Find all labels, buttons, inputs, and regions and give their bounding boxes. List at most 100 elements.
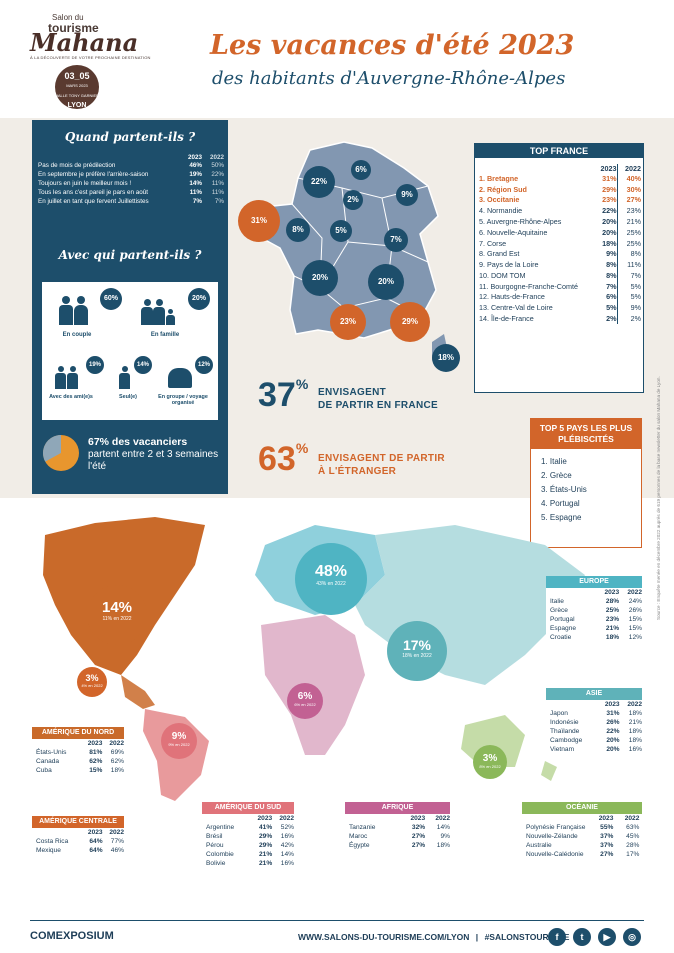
region-row: Japon 31% 18%	[550, 710, 642, 717]
group-label: En groupe / voyage organisé	[158, 394, 208, 406]
centre-val-de-loire-bubble: 5%	[330, 220, 352, 242]
grand-est-bubble: 9%	[396, 184, 418, 206]
ile-de-france-bubble: 2%	[343, 190, 363, 210]
africa-bubble: 6% 6% en 2022	[287, 683, 323, 719]
region-row: États-Unis 81% 69%	[36, 749, 124, 756]
top5-item: 2. Grèce	[541, 471, 572, 480]
top-france-row: 1. Bretagne 31% 40%	[479, 173, 641, 184]
region-row: Bolivie 21% 16%	[206, 860, 294, 867]
region-row: Pérou 29% 42%	[206, 842, 294, 849]
bretagne-bubble: 31%	[238, 200, 280, 242]
region-row: Indonésie 26% 21%	[550, 719, 642, 726]
top5-item: 4. Portugal	[541, 499, 580, 508]
footer-divider	[30, 920, 644, 921]
region-row: Croatie 18% 12%	[550, 634, 642, 641]
top-france-row: 9. Pays de la Loire 8% 11%	[479, 259, 641, 271]
twitter-icon[interactable]: t	[573, 928, 591, 946]
alone-icon	[122, 366, 128, 372]
region-row: Espagne 21% 15%	[550, 625, 642, 632]
family-pct: 20%	[188, 288, 210, 310]
region-row: Argentine 41% 52%	[206, 824, 294, 831]
region-row: Tanzanie 32% 14%	[349, 824, 450, 831]
abroad-stat-label: ENVISAGENT DE PARTIR À L'ÉTRANGER	[318, 453, 445, 477]
top5-list: 1. Italie 2. Grèce 3. États-Unis 4. Portuga…	[531, 449, 641, 525]
occitanie-bubble: 23%	[330, 304, 366, 340]
region-row: Australie 37% 28%	[526, 842, 640, 849]
top-france-row: 2. Région Sud 29% 30%	[479, 183, 641, 195]
region-row: Vietnam 20% 16%	[550, 746, 642, 753]
when-title: Quand partent-ils ?	[64, 130, 196, 144]
duration-text: 67% des vacanciers partent entre 2 et 3 …	[88, 436, 219, 472]
region-row: Costa Rica 64% 77%	[36, 838, 124, 845]
group-icon	[168, 368, 192, 388]
alone-pct: 14%	[134, 356, 152, 374]
central-america-shape	[121, 675, 155, 709]
abroad-stat: 63%	[258, 440, 309, 478]
world-map: 14% 11% en 2022 3% 4% en 2022 9% 9% en 2…	[25, 505, 650, 805]
top-france-row: 11. Bourgogne-Franche-Comté 7% 5%	[479, 280, 641, 292]
pays-de-la-loire-bubble: 8%	[286, 218, 310, 242]
central-america-bubble: 3% 4% en 2022	[77, 667, 107, 697]
south-america-bubble: 9% 9% en 2022	[161, 723, 197, 759]
family-icon	[144, 299, 151, 306]
france-stat-label: ENVISAGENT DE PARTIR EN FRANCE	[318, 387, 438, 411]
top5-countries: TOP 5 PAYS LES PLUS PLÉBISCITÉS 1. Itali…	[530, 418, 642, 548]
comexposium-logo: COMEXPOSIUM	[30, 930, 114, 942]
region-row: Italie 28% 24%	[550, 598, 642, 605]
region-row: Cuba 15% 18%	[36, 767, 124, 774]
family-label: En famille	[150, 332, 180, 338]
instagram-icon[interactable]: ◎	[623, 928, 641, 946]
region-row: Nouvelle-Zélande 37% 45%	[526, 833, 640, 840]
top-france-table: TOP FRANCE 2023 2022 1. Bretagne 31% 40% 2. …	[474, 143, 644, 393]
region-row: Colombie 21% 14%	[206, 851, 294, 858]
north-america-bubble: 14% 11% en 2022	[87, 585, 147, 645]
couple-label: En couple	[62, 332, 92, 338]
region-row: Cambodge 20% 18%	[550, 737, 642, 744]
duration-pie-chart	[42, 434, 80, 472]
region-row: Brésil 29% 16%	[206, 833, 294, 840]
top-france-row: 6. Nouvelle-Aquitaine 20% 25%	[479, 226, 641, 238]
hashtag: #SALONSTOURISME	[484, 932, 570, 942]
top-france-row: 4. Normandie 22% 23%	[479, 205, 641, 217]
youtube-icon[interactable]: ▶	[598, 928, 616, 946]
region-amerique-nord: AMÉRIQUE DU NORD 2023 2022 États-Unis 81% 69…	[32, 727, 124, 775]
group-pct: 12%	[195, 356, 213, 374]
when-row: Pas de mois de prédilection 46% 50%	[38, 162, 224, 169]
france-map: 6% 22% 2% 9% 31% 8% 5% 7% 20% 20% 23% 29…	[232, 138, 472, 372]
asia-bubble: 17% 18% en 2022	[387, 621, 447, 681]
logo-text: Salon du tourisme	[48, 13, 99, 35]
top5-item: 5. Espagne	[541, 513, 582, 522]
region-row: Grèce 25% 26%	[550, 607, 642, 614]
when-table: 2023 2022 Pas de mois de prédilection 46% 5…	[38, 154, 224, 205]
europe-bubble: 48% 43% en 2022	[295, 543, 367, 615]
footer-links: WWW.SALONS-DU-TOURISME.COM/LYON | #SALON…	[298, 932, 570, 942]
top-france-row: 7. Corse 18% 25%	[479, 237, 641, 249]
region-sud-bubble: 29%	[390, 302, 430, 342]
friends-label: Avec des ami(e)s	[49, 394, 93, 400]
oceania-bubble: 3% 8% en 2022	[473, 745, 507, 779]
couple-pct: 60%	[100, 288, 122, 310]
region-amerique-centrale: AMÉRIQUE CENTRALE 2023 2022 Costa Rica 64% 7…	[32, 816, 124, 855]
top-france-row: 3. Occitanie 23% 27%	[479, 194, 641, 206]
header: Salon du tourisme Mahana À LA DÉCOUVERTE…	[0, 0, 674, 116]
website-link[interactable]: WWW.SALONS-DU-TOURISME.COM/LYON	[298, 932, 470, 942]
region-afrique: AFRIQUE 2023 2022 Tanzanie 32% 14% Maroc 27% 9%…	[345, 802, 450, 850]
when-row: Toujours en juin le meilleur mois ! 14% 11…	[38, 180, 224, 187]
region-row: Portugal 23% 15%	[550, 616, 642, 623]
when-row: En septembre je préfère l'arrière-saison…	[38, 171, 224, 178]
nouvelle-aquitaine-bubble: 20%	[302, 260, 338, 296]
top5-item: 3. États-Unis	[541, 485, 587, 494]
region-europe: EUROPE 2023 2022 Italie 28% 24% Grèce 25% 26% Po…	[546, 576, 642, 642]
auvergne-rhone-alpes-bubble: 20%	[368, 264, 404, 300]
region-row: Nouvelle-Calédonie 27% 17%	[526, 851, 640, 858]
top-france-title: TOP FRANCE	[475, 144, 643, 158]
top-france-row: 5. Auvergne-Rhône-Alpes 20% 21%	[479, 216, 641, 227]
facebook-icon[interactable]: f	[548, 928, 566, 946]
normandie-bubble: 22%	[303, 166, 335, 198]
region-amerique-sud: AMÉRIQUE DU SUD 2023 2022 Argentine 41% 52% B…	[202, 802, 294, 868]
top-france-row: 10. DOM TOM 8% 7%	[479, 270, 641, 281]
logo-brand: Mahana	[30, 28, 139, 57]
top5-item: 1. Italie	[541, 457, 567, 466]
region-row: Polynésie Française 55% 63%	[526, 824, 640, 831]
region-oceanie: OCÉANIE 2023 2022 Polynésie Française 55% 63…	[522, 802, 642, 859]
